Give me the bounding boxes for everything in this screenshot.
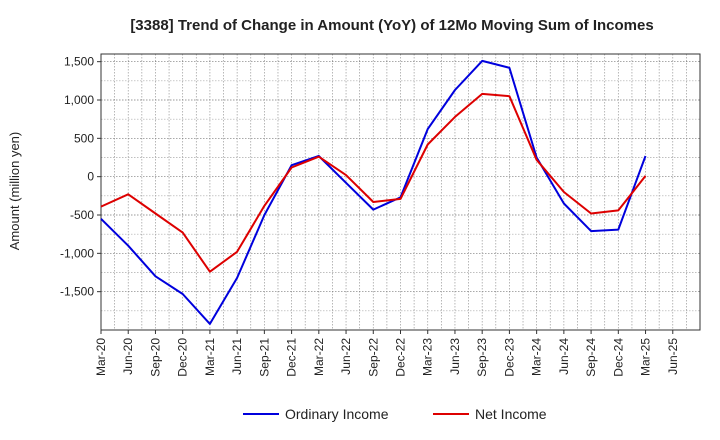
y-tick-label: -1,000 xyxy=(60,246,94,260)
x-tick-label: Sep-24 xyxy=(584,338,598,377)
x-tick-label: Mar-21 xyxy=(203,338,217,376)
grid xyxy=(101,54,700,330)
x-tick-label: Sep-23 xyxy=(475,338,489,377)
x-tick-label: Mar-25 xyxy=(639,338,653,376)
legend: Ordinary Income Net Income xyxy=(243,406,547,422)
series-line-ordinary-income xyxy=(100,59,647,325)
legend-label-net-income: Net Income xyxy=(475,406,547,422)
y-tick-label: 1,500 xyxy=(64,55,94,69)
y-axis-label: Amount (million yen) xyxy=(7,132,22,251)
chart-title: [3388] Trend of Change in Amount (YoY) o… xyxy=(130,17,653,34)
x-tick-label: Sep-21 xyxy=(257,338,271,377)
y-tick-label: 0 xyxy=(87,170,94,184)
x-tick-label: Mar-23 xyxy=(421,338,435,376)
legend-label-ordinary-income: Ordinary Income xyxy=(285,406,389,422)
y-tick-label: 500 xyxy=(74,131,94,145)
y-tick-label: -500 xyxy=(70,208,94,222)
series-line-net-income xyxy=(100,92,647,273)
x-tick-label: Jun-25 xyxy=(666,338,680,375)
x-tick-label: Sep-20 xyxy=(148,338,162,377)
series-lines xyxy=(100,59,647,325)
x-tick-label: Dec-23 xyxy=(502,338,516,377)
x-tick-label: Sep-22 xyxy=(366,338,380,377)
x-tick-label: Dec-24 xyxy=(611,338,625,377)
x-tick-label: Mar-24 xyxy=(530,338,544,376)
x-tick-label: Jun-23 xyxy=(448,338,462,375)
x-tick-label: Dec-22 xyxy=(394,338,408,377)
x-tick-label: Dec-21 xyxy=(285,338,299,377)
x-tick-label: Mar-22 xyxy=(312,338,326,376)
axes: 1,500 1,000 500 0 -500 -1,000 -1,500 Mar-20 Jun-… xyxy=(60,53,701,377)
x-tick-label: Mar-20 xyxy=(94,338,108,376)
x-tick-label: Jun-20 xyxy=(121,338,135,375)
x-tick-label: Jun-21 xyxy=(230,338,244,375)
y-tick-label: 1,000 xyxy=(64,93,94,107)
x-tick-label: Jun-22 xyxy=(339,338,353,375)
y-tick-label: -1,500 xyxy=(60,285,94,299)
x-tick-label: Dec-20 xyxy=(176,338,190,377)
x-tick-label: Jun-24 xyxy=(557,338,571,375)
